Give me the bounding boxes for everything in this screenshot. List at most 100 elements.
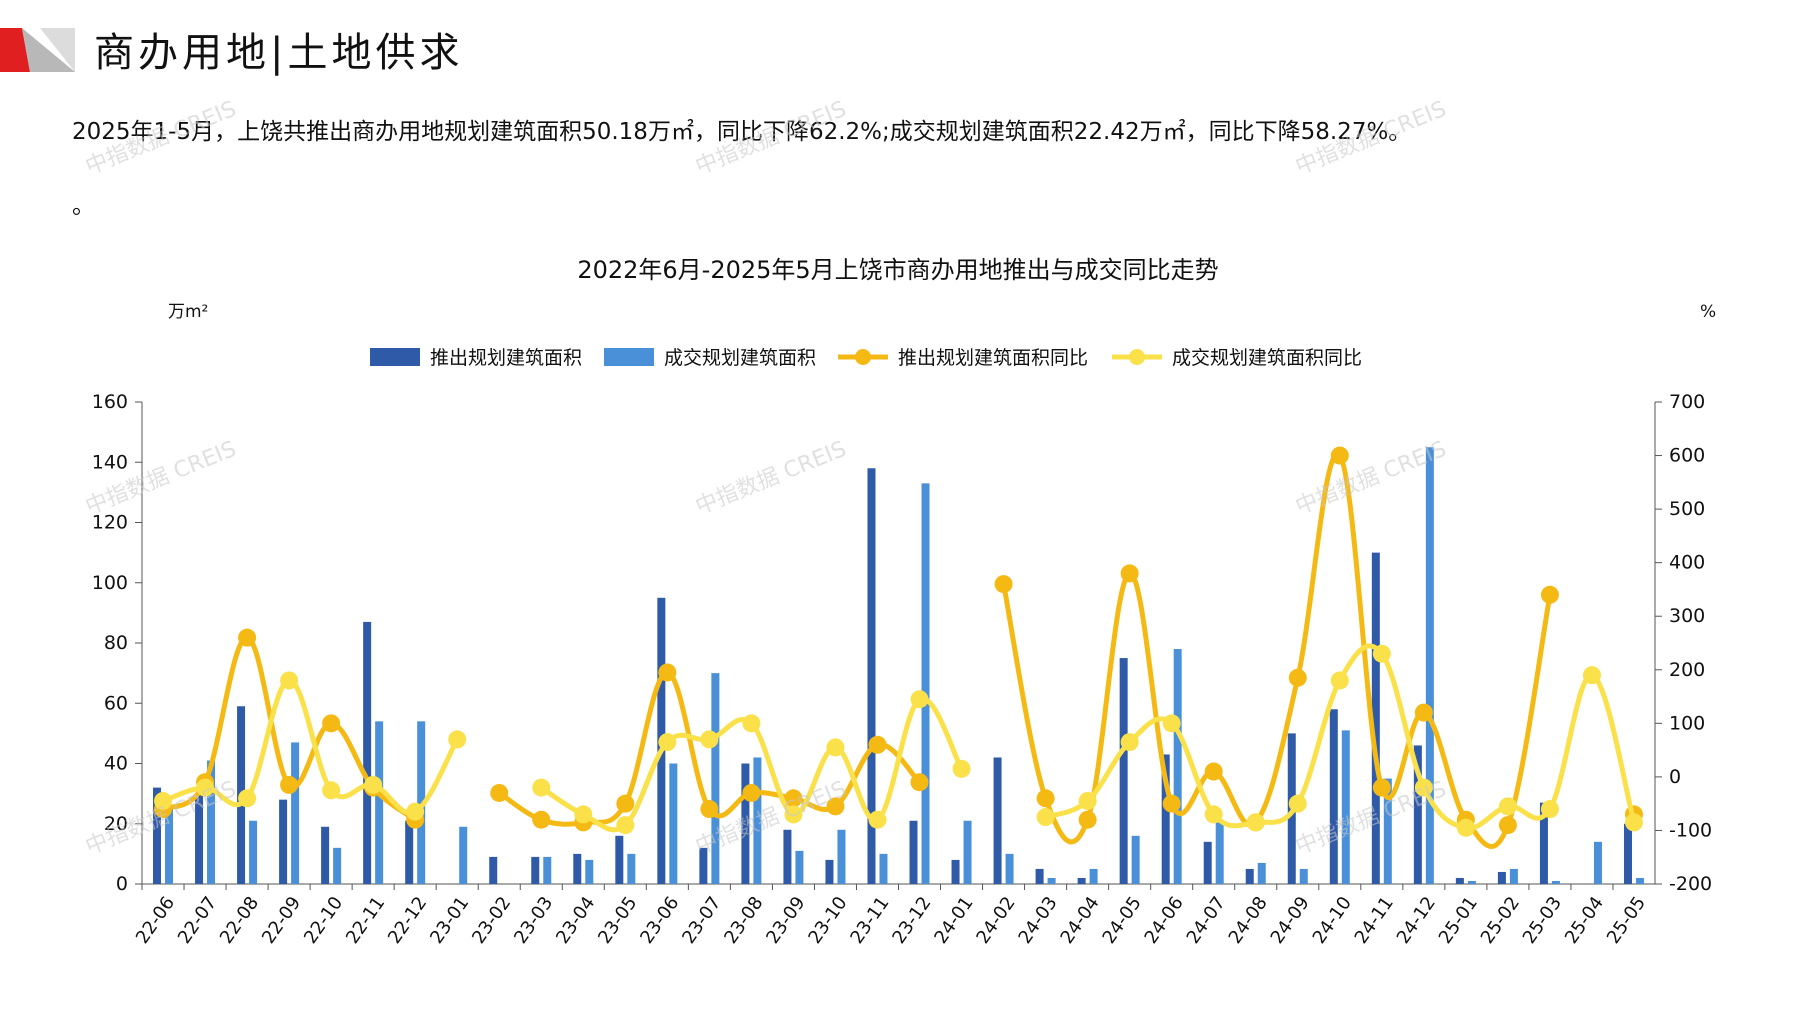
deal-area-bar xyxy=(417,721,426,884)
legend-swatch xyxy=(604,348,654,366)
deal-yoy-point xyxy=(364,775,383,794)
y-axis-right-unit: % xyxy=(1700,302,1716,322)
chart-bars xyxy=(153,447,1644,884)
deal-yoy-point xyxy=(1078,791,1097,810)
deal-area-bar xyxy=(1047,877,1056,884)
supply-area-bar xyxy=(615,835,624,884)
deal-area-bar xyxy=(627,853,636,884)
deal-yoy-point xyxy=(196,778,215,797)
y-right-tick-label: 300 xyxy=(1669,605,1705,627)
supply-yoy-point xyxy=(1162,794,1181,813)
deal-area-bar xyxy=(963,820,972,884)
x-tick-label: 22-08 xyxy=(216,893,263,948)
legend-item: 推出规划建筑面积同比 xyxy=(838,347,1088,369)
deal-area-bar xyxy=(1089,868,1098,884)
deal-yoy-point xyxy=(784,805,803,824)
supply-area-bar xyxy=(1539,802,1548,884)
supply-area-bar xyxy=(531,856,540,884)
supply-yoy-point xyxy=(322,714,341,733)
deal-area-bar xyxy=(1509,868,1518,884)
chart-lines xyxy=(154,446,1643,849)
supply-area-bar xyxy=(1077,877,1086,884)
supply-area-bar xyxy=(1623,823,1632,884)
x-tick-label: 25-04 xyxy=(1561,893,1608,948)
x-tick-label: 24-05 xyxy=(1099,893,1146,948)
supply-yoy-line xyxy=(1001,451,1553,849)
supply-yoy-point xyxy=(994,575,1013,594)
summary-trailing: 。 xyxy=(72,193,95,219)
deal-yoy-point xyxy=(1372,644,1391,663)
supply-yoy-point xyxy=(1078,810,1097,829)
x-tick-label: 22-06 xyxy=(132,893,179,948)
x-tick-label: 23-08 xyxy=(720,893,767,948)
x-tick-label: 23-12 xyxy=(888,893,935,948)
supply-yoy-point xyxy=(910,773,929,792)
legend-item: 成交规划建筑面积 xyxy=(604,347,816,369)
legend-label: 推出规划建筑面积 xyxy=(430,347,582,369)
supply-yoy-point xyxy=(616,794,635,813)
supply-yoy-point xyxy=(742,783,761,802)
supply-yoy-point xyxy=(1204,762,1223,781)
supply-area-bar xyxy=(1203,841,1212,884)
deal-area-bar xyxy=(1635,877,1644,884)
y-axis-left-unit: 万m² xyxy=(168,302,208,322)
deal-yoy-point xyxy=(1288,794,1307,813)
supply-yoy-point xyxy=(238,628,257,647)
deal-yoy-point xyxy=(1498,797,1517,816)
legend-item: 成交规划建筑面积同比 xyxy=(1112,347,1362,369)
y-right-tick-label: 400 xyxy=(1669,552,1705,574)
deal-yoy-point xyxy=(1456,818,1475,837)
x-tick-label: 24-01 xyxy=(930,893,977,948)
x-tick-label: 23-07 xyxy=(678,893,725,948)
supply-area-bar xyxy=(489,856,498,884)
deal-area-bar xyxy=(1257,862,1266,884)
supply-area-bar xyxy=(909,820,918,884)
supply-yoy-point xyxy=(826,797,845,816)
x-tick-label: 24-07 xyxy=(1183,893,1230,948)
x-tick-label: 24-04 xyxy=(1057,893,1104,948)
page-title: 商办用地|土地供求 xyxy=(94,30,464,76)
deal-yoy-point xyxy=(1204,805,1223,824)
deal-yoy-point xyxy=(742,714,761,733)
x-tick-label: 22-11 xyxy=(342,893,389,948)
supply-area-bar xyxy=(741,763,750,884)
x-tick-label: 22-07 xyxy=(174,893,221,948)
supply-yoy-point xyxy=(700,800,719,819)
deal-yoy-point xyxy=(1246,813,1265,832)
deal-yoy-line xyxy=(1044,643,1637,831)
deal-area-bar xyxy=(543,856,552,884)
deal-yoy-point xyxy=(868,810,887,829)
x-tick-label: 23-05 xyxy=(594,893,641,948)
deal-yoy-point xyxy=(238,789,257,808)
supply-yoy-point xyxy=(784,789,803,808)
legend-label: 推出规划建筑面积同比 xyxy=(898,347,1088,369)
deal-area-bar xyxy=(1005,853,1014,884)
deal-area-bar xyxy=(207,760,216,884)
chart-title: 2022年6月-2025年5月上饶市商办用地推出与成交同比走势 xyxy=(577,256,1218,284)
deal-yoy-point xyxy=(1582,666,1601,685)
x-tick-label: 23-09 xyxy=(762,893,809,948)
deal-area-bar xyxy=(753,757,762,884)
deal-yoy-point xyxy=(406,802,425,821)
deal-area-bar xyxy=(879,853,888,884)
deal-yoy-point xyxy=(616,816,635,835)
deal-area-bar xyxy=(669,763,678,884)
y-left-tick-label: 60 xyxy=(104,692,128,714)
supply-area-bar xyxy=(405,820,414,884)
supply-yoy-point xyxy=(1036,789,1055,808)
deal-yoy-point xyxy=(952,759,971,778)
deal-yoy-point xyxy=(574,805,593,824)
x-tick-label: 23-11 xyxy=(846,893,893,948)
supply-area-bar xyxy=(951,859,960,884)
deal-yoy-point xyxy=(1120,733,1139,752)
supply-area-bar xyxy=(1329,709,1338,884)
supply-yoy-point xyxy=(1330,446,1349,465)
deal-yoy-point xyxy=(1414,778,1433,797)
x-tick-label: 22-09 xyxy=(258,893,305,948)
supply-area-bar xyxy=(1371,552,1380,884)
x-tick-label: 25-02 xyxy=(1477,893,1524,948)
supply-area-bar xyxy=(363,621,372,884)
supply-yoy-point xyxy=(658,663,677,682)
x-tick-label: 25-03 xyxy=(1519,893,1566,948)
